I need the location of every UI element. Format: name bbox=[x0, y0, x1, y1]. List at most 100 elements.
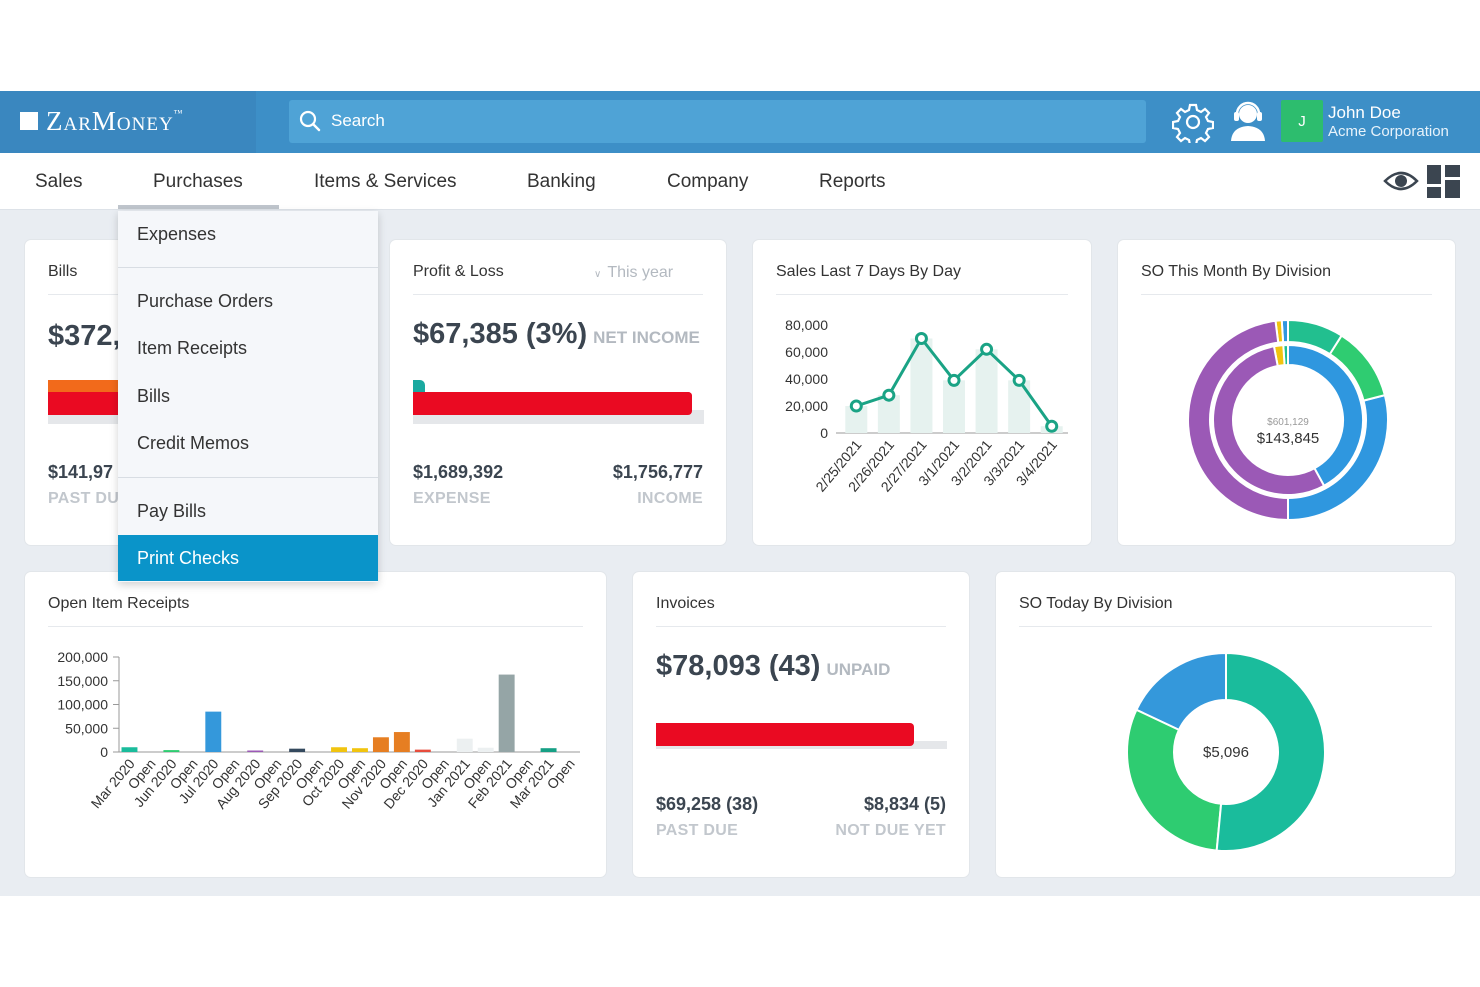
divider bbox=[656, 626, 946, 627]
nav-reports[interactable]: Reports bbox=[819, 171, 886, 192]
expense-bar-overlay bbox=[413, 392, 692, 415]
invoices-past-due-bar bbox=[656, 723, 914, 746]
search-bar[interactable] bbox=[289, 100, 1146, 143]
top-header: ZarMoney™ J John Doe Acme Corporation bbox=[0, 91, 1480, 153]
division-slice bbox=[1126, 708, 1223, 852]
bills-bar-track bbox=[48, 415, 143, 424]
menu-item-expenses[interactable]: Expenses bbox=[137, 224, 217, 244]
income-label: INCOME bbox=[637, 490, 703, 507]
gear-icon[interactable] bbox=[1172, 101, 1214, 143]
receipt-bar bbox=[121, 747, 138, 752]
card-title: Sales Last 7 Days By Day bbox=[776, 263, 961, 280]
sales-point bbox=[882, 388, 896, 402]
dashboard-layout-icon[interactable] bbox=[1427, 165, 1460, 198]
outer-ring-slice bbox=[1287, 318, 1343, 356]
invoices-unpaid-label: UNPAID bbox=[826, 660, 891, 679]
expense-value: $1,689,392 bbox=[413, 462, 504, 482]
nav-items-services[interactable]: Items & Services bbox=[314, 171, 457, 192]
outer-ring-slice bbox=[1287, 393, 1389, 522]
receipt-bar bbox=[393, 732, 410, 752]
y-tick-label: 200,000 bbox=[57, 649, 108, 665]
purchases-dropdown-menu: Expenses Purchase Orders Item Receipts B… bbox=[118, 211, 378, 582]
divider bbox=[776, 294, 1068, 295]
invoices-not-due-label: NOT DUE YET bbox=[835, 822, 946, 839]
active-nav-indicator bbox=[118, 205, 279, 209]
invoices-unpaid-amount: $78,093 (43) bbox=[656, 650, 821, 682]
open-item-receipts-card: Open Item Receipts 200,000 150,000 100,000… bbox=[24, 571, 607, 878]
profit-loss-card: Profit & Loss ∨ This year $67,385 (3%) NET… bbox=[389, 239, 727, 546]
menu-divider bbox=[118, 477, 378, 478]
expense-label: EXPENSE bbox=[413, 490, 491, 507]
sales-bar bbox=[910, 338, 933, 433]
menu-item-bills[interactable]: Bills bbox=[137, 386, 171, 406]
chevron-down-icon: ∨ bbox=[594, 269, 602, 280]
so-today-donut-chart: $5,096 bbox=[1126, 652, 1326, 852]
nav-purchases[interactable]: Purchases bbox=[153, 171, 243, 192]
sales-point bbox=[980, 342, 994, 356]
period-label: This year bbox=[607, 264, 674, 281]
donut-center-value: $143,845 bbox=[1257, 430, 1320, 447]
brand-trademark: ™ bbox=[173, 108, 184, 118]
card-title: Profit & Loss bbox=[413, 263, 504, 280]
period-selector[interactable]: ∨ This year bbox=[594, 264, 673, 282]
receipt-bar bbox=[498, 674, 515, 752]
user-name[interactable]: John Doe bbox=[1328, 103, 1401, 122]
y-tick-label: 150,000 bbox=[57, 673, 108, 689]
receipt-bar bbox=[456, 738, 473, 752]
y-tick-label: 20,000 bbox=[785, 398, 828, 414]
menu-divider bbox=[118, 267, 378, 268]
y-tick-label: 0 bbox=[100, 744, 108, 760]
inner-ring-slice bbox=[1212, 345, 1326, 496]
income-value: $1,756,777 bbox=[612, 462, 703, 482]
bills-amount: $372, bbox=[48, 320, 121, 352]
menu-item-print-checks[interactable]: Print Checks bbox=[118, 535, 378, 581]
sales-line-chart: 80,00060,00040,00020,00002/25/20212/26/2… bbox=[785, 317, 1068, 495]
app-window: ZarMoney™ J John Doe Acme Corporation bbox=[0, 91, 1480, 896]
user-company[interactable]: Acme Corporation bbox=[1328, 123, 1449, 140]
sales-point bbox=[1012, 373, 1026, 387]
outer-ring-slice bbox=[1328, 334, 1387, 402]
card-title: SO Today By Division bbox=[1019, 595, 1173, 612]
y-tick-label: 60,000 bbox=[785, 344, 828, 360]
menu-item-item-receipts[interactable]: Item Receipts bbox=[137, 338, 248, 358]
outer-ring-slice bbox=[1187, 319, 1289, 522]
bills-past-due-value: $141,97 bbox=[48, 462, 114, 482]
receipt-bar bbox=[372, 737, 389, 752]
sales-point bbox=[1045, 419, 1059, 433]
avatar[interactable]: J bbox=[1281, 100, 1323, 142]
so-month-card: SO This Month By Division $601,129 $143,… bbox=[1117, 239, 1456, 546]
support-agent-icon[interactable] bbox=[1228, 100, 1268, 142]
receipt-bar bbox=[540, 748, 557, 752]
brand-name: ZarMoney bbox=[46, 106, 174, 136]
y-tick-label: 50,000 bbox=[65, 720, 108, 736]
brand-logo[interactable]: ZarMoney™ bbox=[0, 91, 256, 153]
so-today-card: SO Today By Division $5,096 bbox=[995, 571, 1456, 878]
card-title: SO This Month By Division bbox=[1141, 263, 1331, 280]
net-income-label: NET INCOME bbox=[593, 328, 700, 347]
invoices-past-due-label: PAST DUE bbox=[656, 822, 739, 839]
bills-past-due-label: PAST DU bbox=[48, 490, 120, 507]
divider bbox=[413, 294, 703, 295]
invoices-card: Invoices $78,093 (43) UNPAID $69,258 (38)… bbox=[632, 571, 970, 878]
search-input[interactable] bbox=[331, 110, 1111, 132]
card-title: Invoices bbox=[656, 595, 715, 612]
search-icon bbox=[299, 110, 321, 132]
nav-sales[interactable]: Sales bbox=[35, 171, 83, 192]
divider bbox=[1141, 294, 1432, 295]
sales-bar bbox=[877, 395, 900, 433]
sales-bar bbox=[845, 406, 868, 433]
menu-item-purchase-orders[interactable]: Purchase Orders bbox=[137, 291, 274, 311]
receipt-bar bbox=[331, 747, 347, 752]
y-tick-label: 40,000 bbox=[785, 371, 828, 387]
nav-banking[interactable]: Banking bbox=[527, 171, 596, 192]
logo-mark-icon bbox=[20, 112, 38, 130]
main-nav: Sales Purchases Items & Services Banking… bbox=[0, 153, 1480, 210]
donut-center-value: $5,096 bbox=[1203, 744, 1249, 761]
menu-item-pay-bills[interactable]: Pay Bills bbox=[137, 501, 207, 521]
sales-point bbox=[849, 399, 863, 413]
menu-item-credit-memos[interactable]: Credit Memos bbox=[137, 433, 250, 453]
eye-icon[interactable] bbox=[1383, 167, 1419, 195]
nav-company[interactable]: Company bbox=[667, 171, 749, 192]
sales-bar bbox=[975, 349, 998, 433]
